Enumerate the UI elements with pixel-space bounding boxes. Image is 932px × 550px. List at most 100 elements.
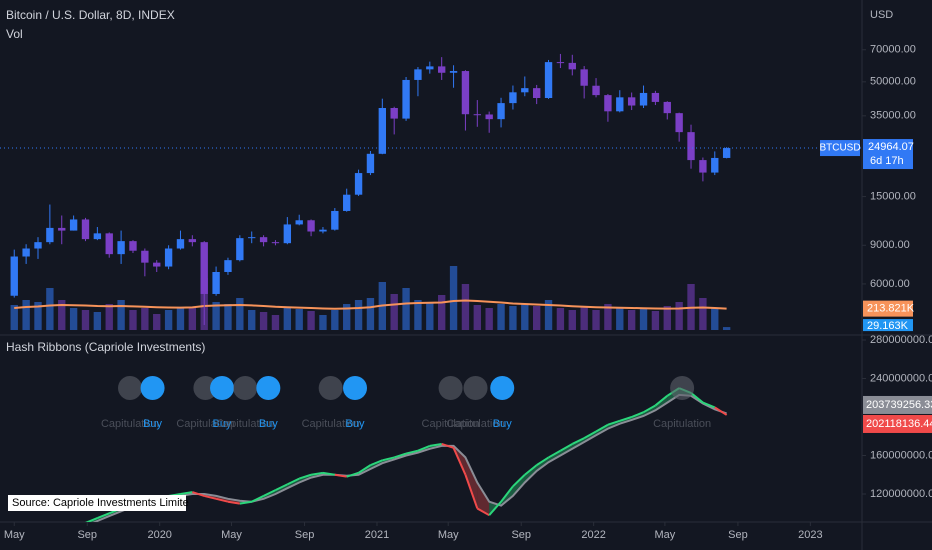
volume-bar [295,309,303,330]
buy-label: Buy [346,418,365,430]
volume-ma-line [14,299,727,310]
candle-body [449,71,458,73]
capitulation-marker [318,376,343,400]
x-tick-label: May [655,529,676,541]
volume-bar [319,315,327,330]
volume-bar [521,304,529,330]
candle-body [236,238,244,261]
candle-body [438,66,446,73]
buy-label: Buy [259,418,278,430]
volume-bar [426,302,434,330]
candle-body [687,132,695,161]
fast-line-segment [654,395,668,407]
candle-body [188,239,197,243]
capitulation-marker [463,376,488,400]
volume-bar [259,312,268,330]
volume-bar [81,310,90,330]
ribbon-fill [512,474,525,496]
fast-line-segment [607,419,621,426]
candle-body [675,113,683,133]
x-tick-label: Sep [295,529,315,541]
fast-line-segment [251,495,265,503]
volume-bar [153,314,161,330]
capitulation-label: Capitulation [653,418,711,430]
volume-bar [390,294,398,330]
fast-line-segment [322,471,335,476]
volume-bar [675,302,683,330]
fast-line-segment [441,443,454,449]
slow-last-box [863,395,932,414]
y2-tick-label: 120000000.00 [870,488,932,500]
fast-line-segment [643,404,656,414]
fast-line-segment [203,494,217,500]
currency: USD [870,9,893,21]
volume-bar [224,304,232,330]
candle-body [509,92,517,104]
fast-last-box [863,414,932,433]
candle-body [343,194,351,211]
fast-line-segment [334,473,347,478]
fast-line-segment [559,443,573,452]
capitulation-label: Capitulation [216,418,274,430]
x-tick-label: 2021 [365,529,389,541]
volume-bar [117,300,125,330]
volume-bar [532,306,541,330]
volume-bar [616,307,624,330]
capitulation-marker [438,376,463,400]
fast-line-segment [512,474,526,488]
candle-body [461,71,470,115]
volume-bar [651,311,660,330]
volume-bar [449,266,458,330]
y-tick-label: 9000.00 [870,239,910,251]
candle-body [651,92,660,102]
last-price-label: 24964.07 [868,141,914,153]
candle-body [711,157,719,173]
candle-body [485,114,493,120]
volume-bar [236,298,244,330]
labels: Bitcoin / U.S. Dollar, 8D, INDEX Vol Has… [4,8,932,541]
volume-bar [343,304,351,330]
candle-body [212,271,220,294]
volume-bar [105,304,113,330]
candle-body [224,260,232,272]
volume-bar [331,310,339,330]
candle-body [414,69,422,80]
fast-line-segment [286,477,300,486]
volume-title: Vol [6,27,23,41]
candle-body [568,62,576,70]
ribbon-fill [465,457,478,509]
buy-label: Buy [143,418,162,430]
candle-body [616,97,624,112]
candle-body [248,237,256,239]
volume-box [863,319,913,332]
fast-line-segment [263,489,276,497]
volume-bar [10,305,18,330]
volume-bar [509,306,517,330]
x-tick-label: 2020 [147,529,171,541]
candle-body [164,248,173,267]
candle-body [46,227,54,243]
buy-marker [256,376,281,400]
candle-body [544,62,553,99]
fast-line-segment [298,473,312,480]
fast-line-segment [452,447,467,476]
volume-bar [627,310,636,330]
fast-line-segment [595,423,609,433]
candle-body [34,242,42,249]
countdown-label: 6d 17h [870,155,904,167]
volume-bar [485,308,493,330]
x-tick-label: Sep [511,529,531,541]
fast-line-segment [393,452,407,459]
candle-body [366,153,375,174]
candle-body [307,220,315,232]
volume-bar [663,306,671,330]
fast-line-segment [583,430,597,440]
x-tick-label: Sep [77,529,97,541]
capitulation-marker [670,376,695,400]
y2-tick-label: 160000000.00 [870,449,932,461]
x-tick-label: Sep [728,529,748,541]
volume-bar [212,302,220,330]
volume-bar [544,300,553,330]
x-tick-label: 2023 [798,529,822,541]
